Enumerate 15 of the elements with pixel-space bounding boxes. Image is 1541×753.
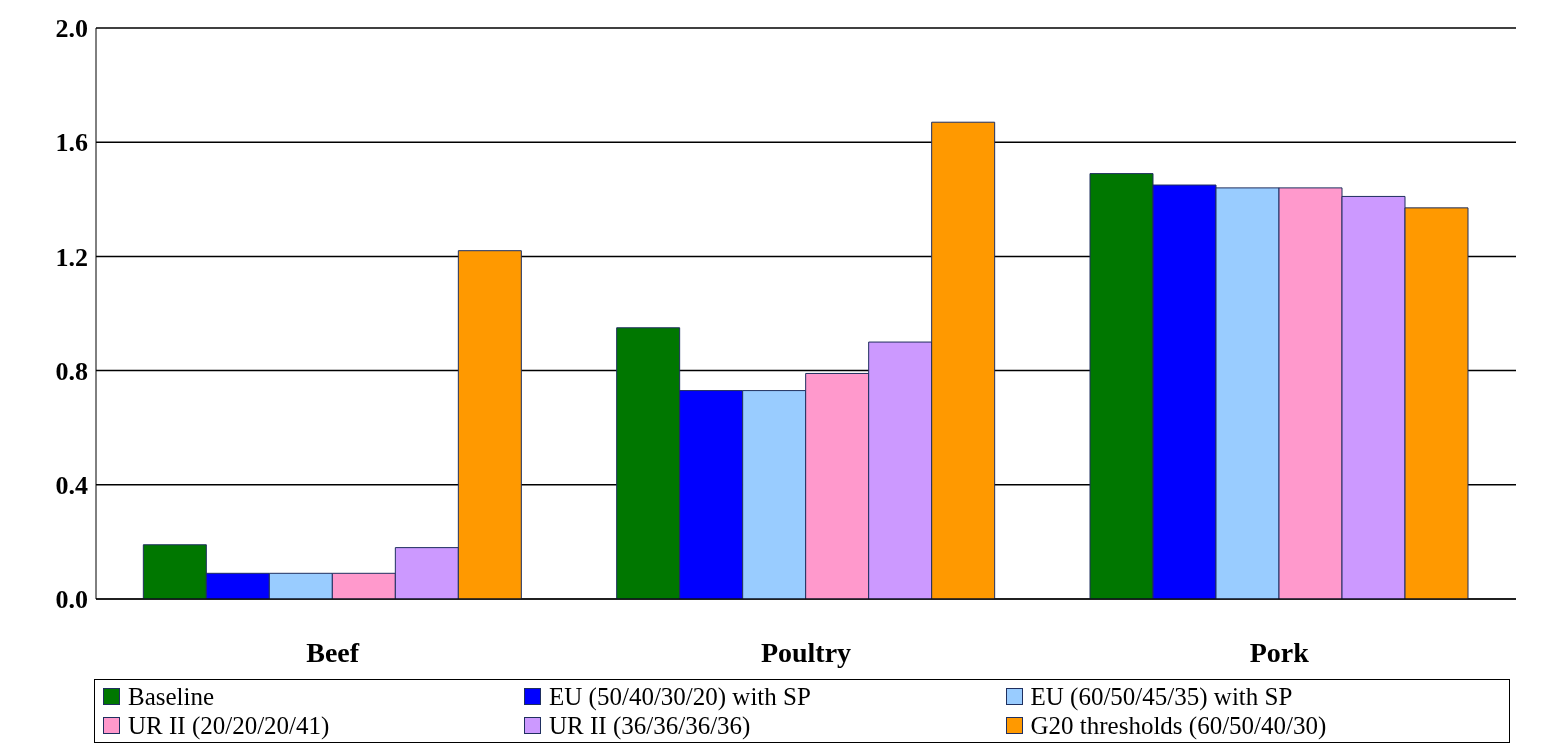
legend-label: Baseline [127, 682, 216, 711]
legend-label: G20 thresholds (60/50/40/30) [1029, 711, 1328, 740]
y-tick-label: 2.0 [55, 14, 88, 44]
legend-label: EU (60/50/45/35) with SP [1029, 682, 1294, 711]
legend-label: UR II (36/36/36/36) [548, 711, 752, 740]
x-tick-label: Poultry [760, 636, 852, 668]
y-tick-label: 1.6 [55, 128, 88, 158]
y-tick-label: 0.0 [55, 585, 88, 615]
legend-label: EU (50/40/30/20) with SP [548, 682, 812, 711]
y-tick-label: 0.4 [55, 471, 88, 501]
y-tick-label: 0.8 [55, 356, 88, 386]
x-tick-label: Pork [1249, 636, 1310, 668]
legend-label: UR II (20/20/20/41) [127, 711, 331, 740]
x-tick-label: Beef [306, 636, 360, 668]
y-tick-label: 1.2 [55, 242, 88, 272]
